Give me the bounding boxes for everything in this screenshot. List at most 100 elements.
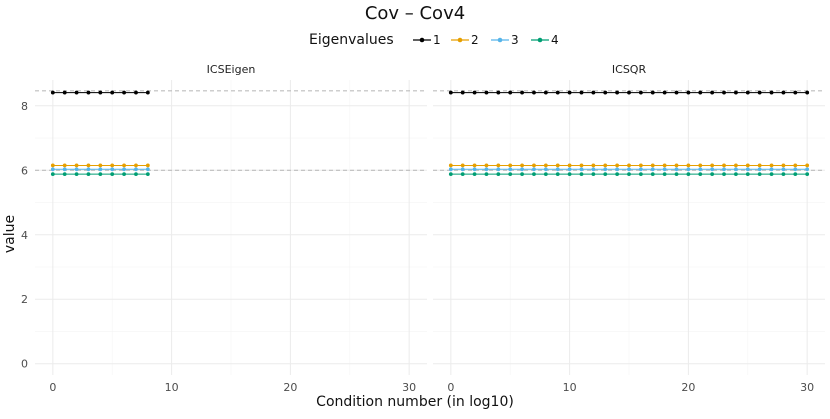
- data-point: [734, 163, 738, 168]
- legend-label: 2: [471, 33, 479, 47]
- data-point: [757, 167, 762, 172]
- data-point: [543, 172, 548, 177]
- data-point: [627, 172, 631, 177]
- data-point: [145, 167, 150, 172]
- data-point: [638, 172, 643, 177]
- data-point: [805, 90, 810, 95]
- data-point: [508, 90, 513, 95]
- data-point: [134, 172, 138, 177]
- data-point: [520, 163, 524, 168]
- data-point: [591, 90, 596, 95]
- data-point: [591, 167, 596, 172]
- data-point: [757, 90, 762, 95]
- data-point: [448, 90, 453, 95]
- data-point: [662, 163, 667, 168]
- x-tick-label: 30: [402, 381, 416, 394]
- data-point: [567, 167, 572, 172]
- data-point: [781, 172, 786, 177]
- data-point: [460, 163, 465, 168]
- data-point: [98, 163, 103, 168]
- data-point: [734, 172, 738, 177]
- data-point: [662, 167, 667, 172]
- data-point: [650, 90, 655, 95]
- data-point: [722, 167, 726, 172]
- data-point: [805, 163, 810, 168]
- data-point: [674, 90, 679, 95]
- data-point: [745, 167, 750, 172]
- legend: Eigenvalues 1 2 3 4: [309, 32, 559, 48]
- x-tick-label: 20: [283, 381, 297, 394]
- data-point: [603, 167, 608, 172]
- data-point: [745, 172, 750, 177]
- data-point: [805, 167, 810, 172]
- data-point: [520, 90, 524, 95]
- data-point: [793, 172, 798, 177]
- x-tick-label: 0: [49, 381, 56, 394]
- data-point: [674, 172, 679, 177]
- x-tick-label: 30: [800, 381, 814, 394]
- panels: ICSEigen 0 10 20 30 0 2 4 6 8 ICSQR 0 10 20 30: [21, 63, 825, 394]
- data-point: [110, 163, 115, 168]
- data-point: [662, 90, 667, 95]
- data-point: [686, 90, 691, 95]
- data-point: [98, 90, 103, 95]
- data-point: [615, 172, 620, 177]
- data-point: [448, 167, 453, 172]
- y-tick-label: 2: [21, 293, 28, 306]
- data-point: [543, 167, 548, 172]
- legend-label: 4: [551, 33, 559, 47]
- data-point: [781, 90, 786, 95]
- data-point: [745, 90, 750, 95]
- data-point: [698, 167, 703, 172]
- data-point: [50, 167, 55, 172]
- data-point: [769, 163, 774, 168]
- data-point: [496, 167, 501, 172]
- data-point: [496, 90, 501, 95]
- data-point: [686, 172, 691, 177]
- facet-label: ICSEigen: [207, 63, 256, 76]
- data-point: [508, 163, 513, 168]
- data-point: [567, 90, 572, 95]
- data-point: [650, 167, 655, 172]
- data-point: [686, 167, 691, 172]
- data-point: [62, 167, 67, 172]
- data-point: [472, 167, 477, 172]
- data-point: [110, 172, 115, 177]
- data-point: [555, 163, 560, 168]
- data-point: [769, 90, 774, 95]
- data-point: [662, 172, 667, 177]
- data-point: [543, 163, 548, 168]
- data-point: [74, 90, 79, 95]
- data-point: [472, 90, 477, 95]
- data-point: [722, 163, 726, 168]
- legend-key-point: [497, 37, 503, 43]
- data-point: [532, 163, 536, 168]
- data-point: [460, 167, 465, 172]
- data-point: [532, 90, 536, 95]
- data-point: [134, 163, 138, 168]
- data-point: [698, 90, 703, 95]
- x-axis-title: Condition number (in log10): [316, 394, 514, 410]
- y-tick-label: 0: [21, 358, 28, 371]
- data-point: [698, 163, 703, 168]
- data-point: [722, 90, 726, 95]
- data-point: [98, 172, 103, 177]
- legend-key-point: [457, 37, 463, 43]
- chart-title: Cov – Cov4: [365, 3, 465, 24]
- data-point: [496, 172, 501, 177]
- data-point: [591, 172, 596, 177]
- data-point: [615, 167, 620, 172]
- data-point: [134, 90, 138, 95]
- data-point: [460, 90, 465, 95]
- y-tick-label: 8: [21, 100, 28, 113]
- data-point: [781, 163, 786, 168]
- data-point: [579, 163, 584, 168]
- data-point: [74, 163, 79, 168]
- data-point: [145, 163, 150, 168]
- data-point: [520, 172, 524, 177]
- data-point: [520, 167, 524, 172]
- data-point: [122, 167, 126, 172]
- data-point: [50, 163, 55, 168]
- data-point: [448, 172, 453, 177]
